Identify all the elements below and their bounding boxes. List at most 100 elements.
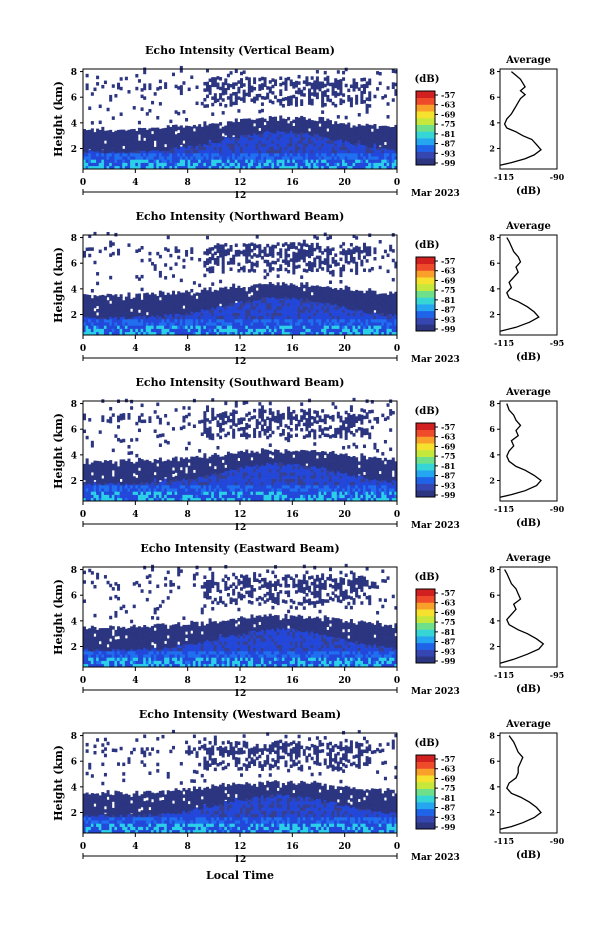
heat-cell (342, 319, 345, 323)
heat-cell (243, 316, 246, 320)
heat-cell (127, 159, 130, 163)
heat-cell (313, 124, 316, 128)
heat-cell (214, 319, 217, 323)
heat-cell (232, 300, 235, 304)
heat-cell (151, 316, 154, 320)
heat-cell (138, 131, 141, 135)
heat-cell (156, 306, 159, 310)
heat-cell (167, 299, 170, 303)
heat-cell (177, 136, 180, 140)
heat-cell (250, 150, 253, 154)
heat-cell (366, 319, 369, 323)
heat-cell (86, 488, 89, 492)
heat-cell (245, 159, 248, 163)
heat-cell (125, 322, 128, 326)
heat-cell (96, 141, 99, 145)
heat-cell (305, 140, 308, 144)
heat-cell (96, 485, 99, 489)
heat-cell (104, 156, 107, 160)
heat-cell (127, 139, 130, 143)
heat-cell (381, 313, 384, 317)
heat-cell (337, 262, 340, 266)
heat-cell (216, 297, 219, 301)
heat-cell (279, 316, 282, 320)
heat-cell (193, 135, 196, 139)
heat-cell (298, 297, 301, 301)
heat-cell (308, 131, 311, 135)
heat-cell (99, 464, 102, 468)
heat-cell (146, 325, 149, 329)
heat-cell (122, 159, 125, 163)
heat-cell (159, 145, 162, 149)
heat-cell (271, 284, 274, 288)
heat-cell (324, 313, 327, 317)
heat-cell (305, 156, 308, 160)
heat-cell (224, 91, 227, 95)
heat-cell (127, 445, 130, 449)
heat-cell (122, 459, 125, 463)
heat-cell (164, 159, 167, 163)
heat-cell (308, 325, 311, 329)
heat-cell (224, 159, 227, 163)
heat-cell (230, 322, 233, 326)
heat-cell (355, 329, 358, 333)
heat-cell (177, 329, 180, 333)
heat-cell (159, 80, 162, 84)
heat-cell (376, 132, 379, 136)
heat-cell (287, 123, 290, 127)
heat-cell (305, 316, 308, 320)
heat-cell (290, 163, 293, 167)
heat-cell (350, 104, 353, 108)
heat-cell (222, 140, 225, 144)
heat-cell (358, 87, 361, 91)
heat-cell (243, 290, 246, 294)
heat-cell (112, 449, 115, 453)
heat-cell (169, 319, 172, 323)
heat-cell (127, 133, 130, 137)
heat-cell (271, 316, 274, 320)
heat-cell (371, 316, 374, 320)
heat-cell (324, 84, 327, 88)
heat-cell (177, 291, 180, 295)
heat-cell (329, 248, 332, 252)
heat-cell (164, 319, 167, 323)
heat-cell (112, 485, 115, 489)
colorbar-tick-label: -93 (441, 148, 456, 158)
heat-cell (164, 482, 167, 486)
heat-cell (169, 307, 172, 311)
heat-cell (324, 293, 327, 297)
heat-cell (379, 126, 382, 130)
heat-cell (104, 150, 107, 154)
heat-cell (339, 156, 342, 160)
heat-cell (117, 495, 120, 499)
heat-cell (277, 309, 280, 313)
heat-cell (148, 319, 151, 323)
heat-cell (282, 303, 285, 307)
heat-cell (135, 141, 138, 145)
heat-cell (350, 243, 353, 247)
heat-cell (355, 136, 358, 140)
heat-cell (300, 153, 303, 157)
heat-cell (107, 325, 110, 329)
colorbar-swatch (416, 118, 435, 125)
heat-cell (363, 159, 366, 163)
heat-cell (298, 329, 301, 333)
heat-cell (240, 81, 243, 85)
heat-cell (190, 163, 193, 167)
heat-cell (88, 254, 91, 258)
heat-cell (86, 307, 89, 311)
heat-cell (206, 258, 209, 262)
heat-cell (261, 156, 264, 160)
heat-cell (232, 255, 235, 259)
heat-cell (316, 306, 319, 310)
heatmap-cells (83, 232, 397, 335)
heat-cell (201, 290, 204, 294)
heat-cell (122, 329, 125, 333)
heat-cell (177, 304, 180, 308)
heat-cell (175, 298, 178, 302)
heat-cell (350, 297, 353, 301)
heat-cell (224, 156, 227, 160)
heat-cell (258, 131, 261, 135)
heat-cell (154, 329, 157, 333)
heat-cell (211, 150, 214, 154)
